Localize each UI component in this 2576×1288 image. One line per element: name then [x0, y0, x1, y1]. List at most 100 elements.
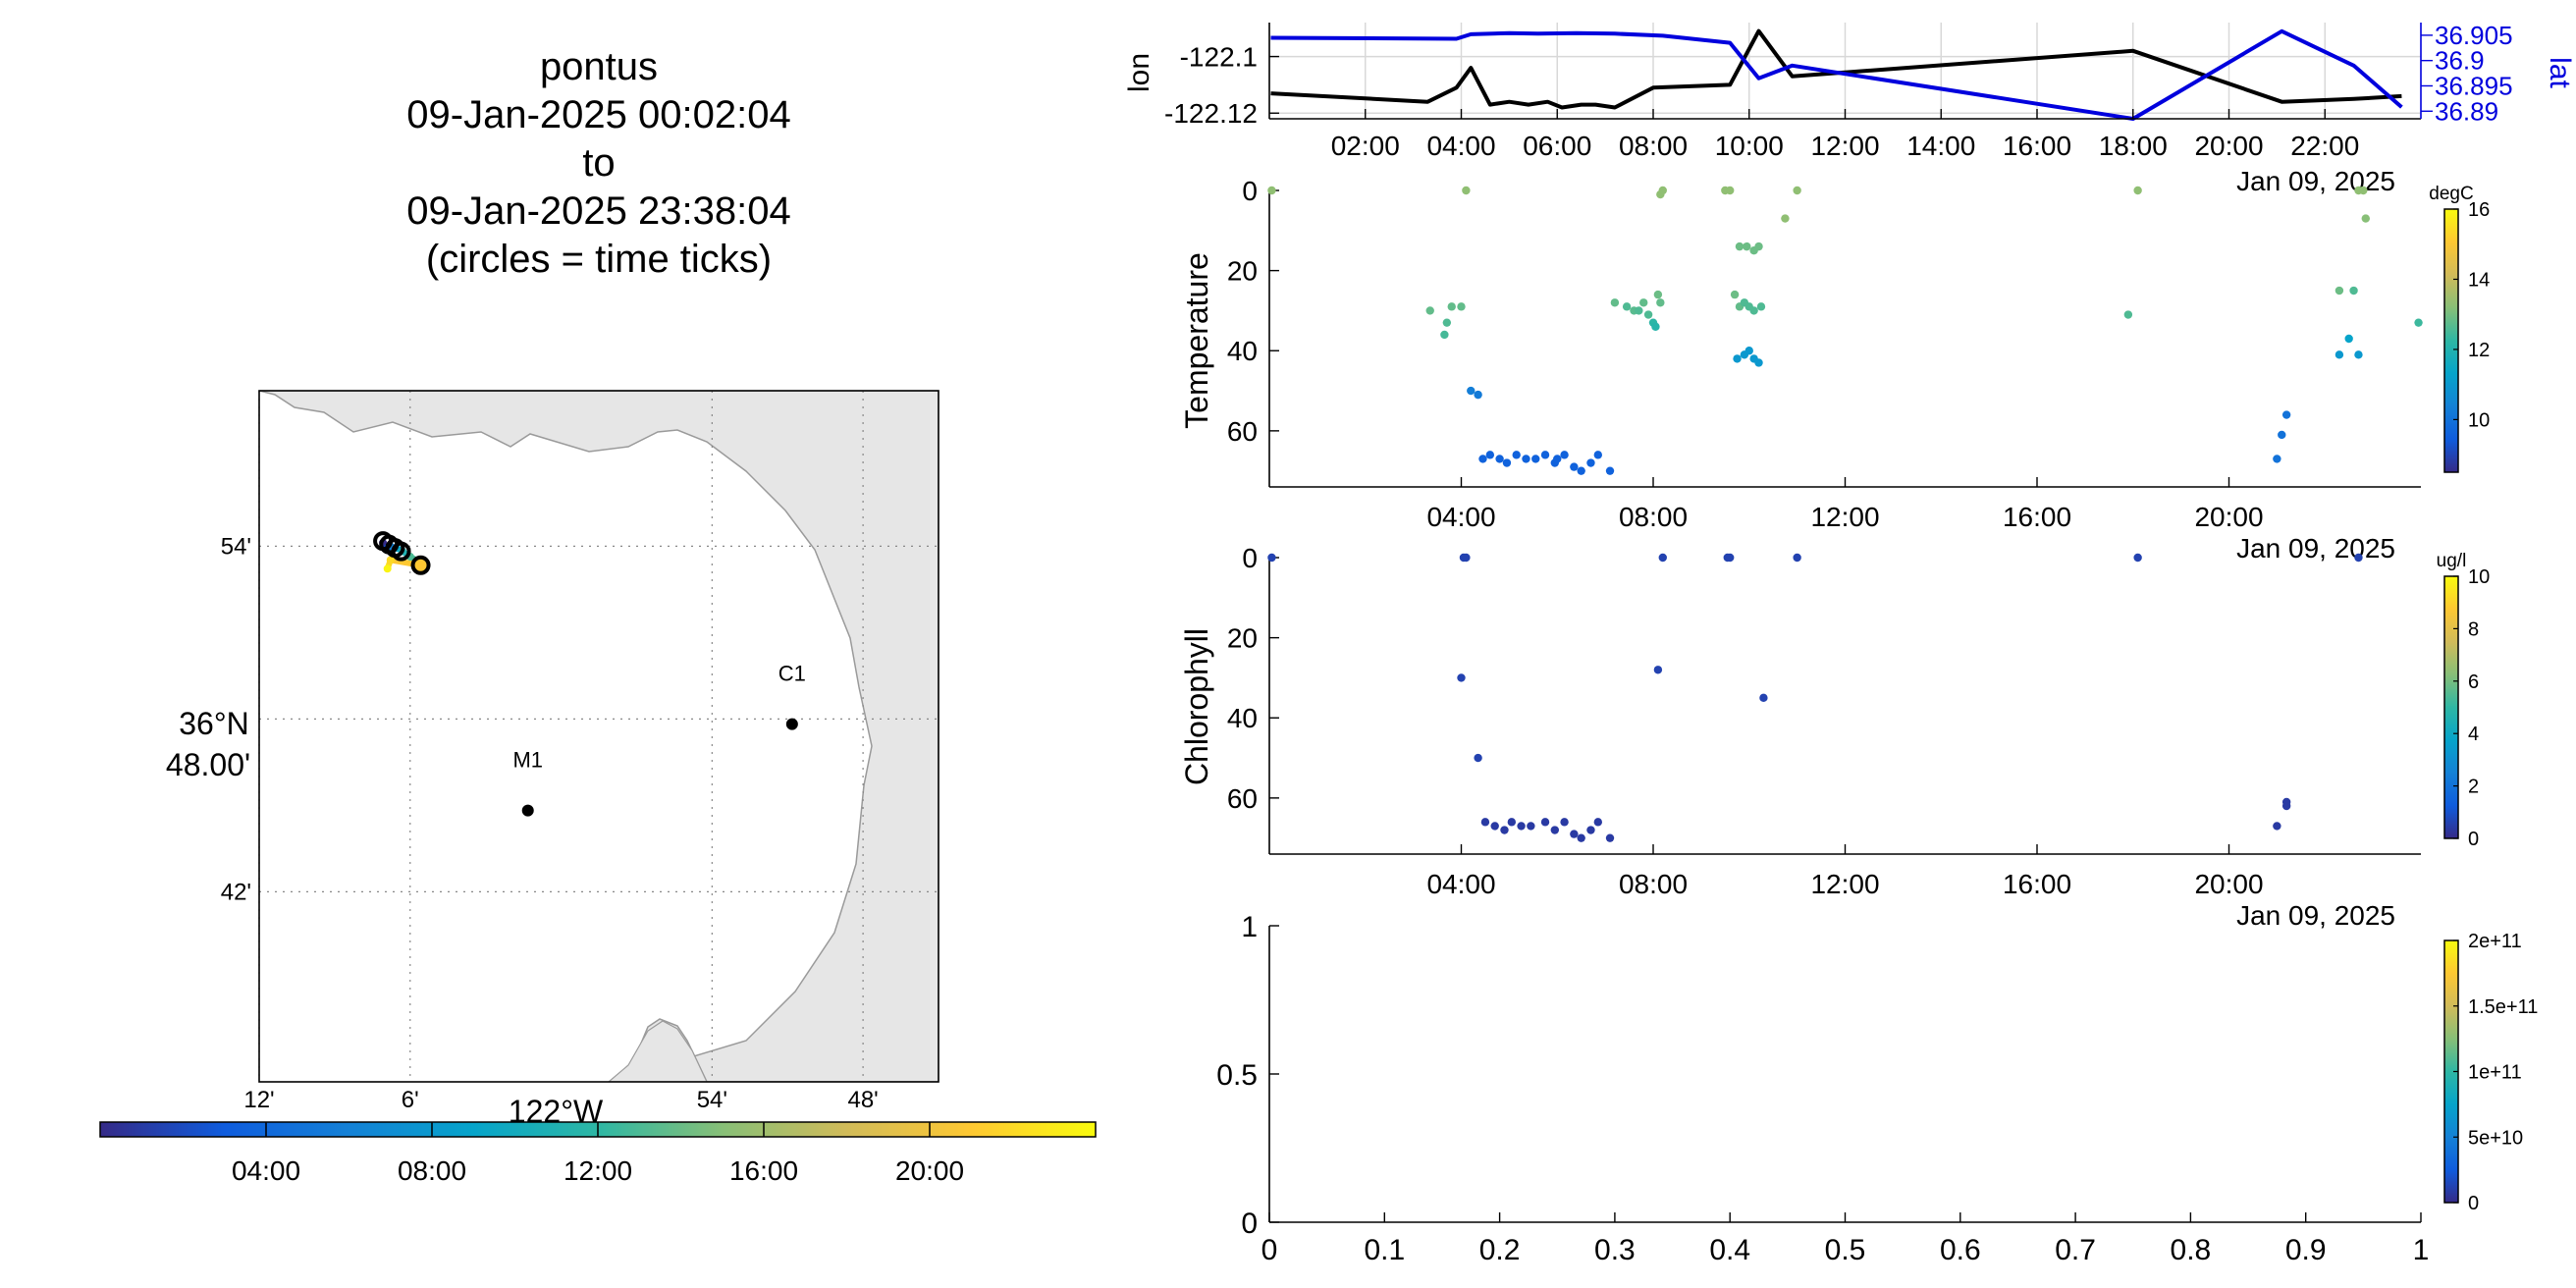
x-tick-label: 14:00 — [1906, 131, 1975, 161]
lonlat-panel: 02:00 04:00 06:00 08:00 10:00 12:00 14:00 16:00… — [1123, 21, 2576, 196]
data-point — [2133, 553, 2142, 563]
data-point — [1577, 466, 1585, 475]
data-point — [1754, 358, 1763, 367]
colorbar-unit: ug/l — [2437, 551, 2467, 571]
y-tick-label: 0 — [1241, 1208, 1258, 1240]
y-tick-label: 0 — [1242, 176, 1258, 206]
data-point — [1622, 302, 1632, 311]
start-time: 09-Jan-2025 00:02:04 — [406, 93, 791, 136]
chlorophyll-axes: 04:00 08:00 12:00 16:00 20:00 0 20 40 60 Jan 09, … — [1227, 543, 2421, 931]
map-x-tick-label: 6' — [402, 1087, 419, 1113]
data-point — [2273, 822, 2281, 831]
data-point — [1593, 818, 1602, 827]
x-tick-label: 20:00 — [2194, 869, 2263, 899]
x-tick-label: 1 — [2413, 1234, 2430, 1266]
x-tick-label: 08:00 — [1619, 131, 1688, 161]
x-tick-label: 12:00 — [1810, 131, 1879, 161]
data-point — [1462, 186, 1471, 195]
map-x-tick-label: 12' — [243, 1087, 274, 1113]
data-point — [1478, 455, 1487, 463]
data-point — [1577, 833, 1585, 842]
data-point — [1733, 354, 1742, 363]
x-tick-label: 0.7 — [2055, 1234, 2096, 1266]
map-y-tick-label: 54' — [221, 533, 251, 560]
data-point — [1462, 553, 1471, 563]
colorbar-tick-label: 5e+10 — [2468, 1127, 2523, 1149]
data-point — [1658, 553, 1667, 563]
data-point — [1793, 553, 1801, 563]
x-tick-label: 08:00 — [1619, 869, 1688, 899]
land-area — [259, 391, 939, 1082]
station-label: M1 — [512, 748, 543, 773]
data-point — [1605, 466, 1615, 475]
data-point — [1756, 302, 1766, 311]
data-point — [1570, 830, 1579, 838]
time-tick-circle — [410, 555, 431, 575]
data-point — [1653, 666, 1663, 674]
data-point — [1793, 186, 1801, 195]
data-point — [2273, 455, 2281, 463]
map-x-tick-label: 48' — [847, 1087, 878, 1113]
x-tick-label: 02:00 — [1331, 131, 1400, 161]
data-point — [1726, 186, 1735, 195]
data-point — [1610, 298, 1620, 307]
data-point — [2344, 334, 2353, 344]
time-colorbar-tick-label: 16:00 — [729, 1155, 798, 1186]
map-gridlines — [258, 391, 939, 1082]
data-point — [1500, 826, 1509, 834]
x-tick-label: 0.9 — [2285, 1234, 2327, 1266]
to-label: to — [582, 141, 616, 185]
lat-axis-label: lat — [2544, 57, 2576, 88]
y-tick-label: 1 — [1241, 911, 1258, 943]
colorbar-tick-label: 0 — [2468, 829, 2479, 850]
land-south — [608, 1020, 708, 1082]
chlorophyll-points — [1267, 553, 2363, 842]
time-colorbar-tick-label: 08:00 — [398, 1155, 466, 1186]
data-point — [1744, 347, 1753, 355]
data-point — [1759, 693, 1768, 703]
time-colorbar-tick-label: 12:00 — [564, 1155, 632, 1186]
data-point — [1560, 818, 1569, 827]
map-frame — [258, 390, 939, 1083]
temperature-points — [1267, 186, 2423, 475]
lat-tick-label: 36.89 — [2435, 96, 2498, 126]
data-point — [1586, 458, 1595, 467]
data-point — [1560, 451, 1569, 459]
x-tick-label: 04:00 — [1426, 869, 1495, 899]
x-tick-label: 16:00 — [2003, 502, 2071, 532]
data-point — [2354, 553, 2363, 563]
x-tick-label: 0 — [1261, 1234, 1278, 1266]
data-point — [1749, 306, 1758, 315]
data-point — [1267, 186, 1276, 195]
data-point — [1527, 822, 1535, 831]
map-x-tick-label: 54' — [697, 1087, 727, 1113]
colorbar-gradient — [2443, 575, 2459, 839]
data-point — [1495, 455, 1504, 463]
x-tick-label: 12:00 — [1810, 869, 1879, 899]
temperature-panel: 04:00 08:00 12:00 16:00 20:00 0 20 40 60 Jan 09, … — [1179, 176, 2490, 564]
data-point — [2414, 318, 2423, 327]
lat-series-line — [1270, 28, 2403, 121]
x-tick-label: 04:00 — [1426, 502, 1495, 532]
data-point — [1540, 451, 1550, 459]
data-point — [1485, 451, 1495, 459]
lon-tick-label: -122.12 — [1164, 98, 1258, 129]
colorbar-tick-label: 6 — [2468, 671, 2479, 693]
lon-tick-label: -122.1 — [1180, 42, 1258, 73]
data-point — [1639, 298, 1648, 307]
data-point — [1457, 673, 1466, 682]
data-point — [1605, 833, 1615, 842]
map-lat-label-1: 36°N — [179, 706, 249, 741]
data-point — [2349, 286, 2358, 295]
colorbar-tick-label: 10 — [2468, 409, 2490, 431]
x-tick-label: 16:00 — [2003, 131, 2071, 161]
x-tick-label: 0.5 — [1825, 1234, 1866, 1266]
lonlat-axes: 02:00 04:00 06:00 08:00 10:00 12:00 14:00 16:00… — [1164, 21, 2513, 161]
data-point — [1440, 330, 1449, 340]
colorbar-unit: degC — [2429, 184, 2473, 204]
lat-tick-label: 36.905 — [2435, 21, 2513, 50]
data-point — [1425, 306, 1434, 315]
